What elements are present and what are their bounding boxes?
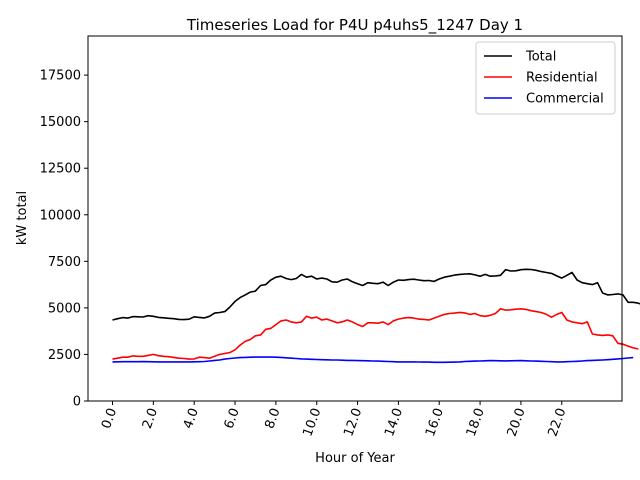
series-line-commercial bbox=[112, 356, 634, 364]
axes-frame bbox=[87, 35, 623, 402]
chart-title: Timeseries Load for P4U p4uhs5_1247 Day … bbox=[186, 16, 523, 35]
series-line-total bbox=[112, 268, 640, 321]
y-axis-title: kW total bbox=[15, 191, 30, 245]
y-tick-label: 17500 bbox=[40, 69, 81, 84]
legend-label-commercial: Commercial bbox=[526, 92, 604, 107]
y-tick-label: 7500 bbox=[48, 255, 81, 270]
y-tick-label: 5000 bbox=[48, 301, 81, 316]
x-axis-title: Hour of Year bbox=[315, 451, 395, 466]
x-tick-label: 8.0 bbox=[262, 406, 283, 431]
x-tick-label: 0.0 bbox=[99, 406, 120, 431]
legend-box bbox=[475, 41, 616, 115]
legend-label-total: Total bbox=[525, 50, 556, 65]
x-tick-label: 6.0 bbox=[222, 406, 243, 431]
y-tick-label: 15000 bbox=[40, 115, 81, 130]
y-tick-label: 0 bbox=[73, 395, 81, 410]
x-tick-label: 4.0 bbox=[181, 406, 202, 431]
y-tick-label: 2500 bbox=[48, 348, 81, 363]
legend-label-residential: Residential bbox=[526, 71, 598, 86]
y-tick-label: 12500 bbox=[40, 162, 81, 177]
y-tick-label: 10000 bbox=[40, 208, 81, 223]
legend: Total Residential Commercial bbox=[475, 41, 616, 115]
x-tick-label: 2.0 bbox=[140, 406, 161, 431]
series-line-residential bbox=[112, 307, 639, 360]
